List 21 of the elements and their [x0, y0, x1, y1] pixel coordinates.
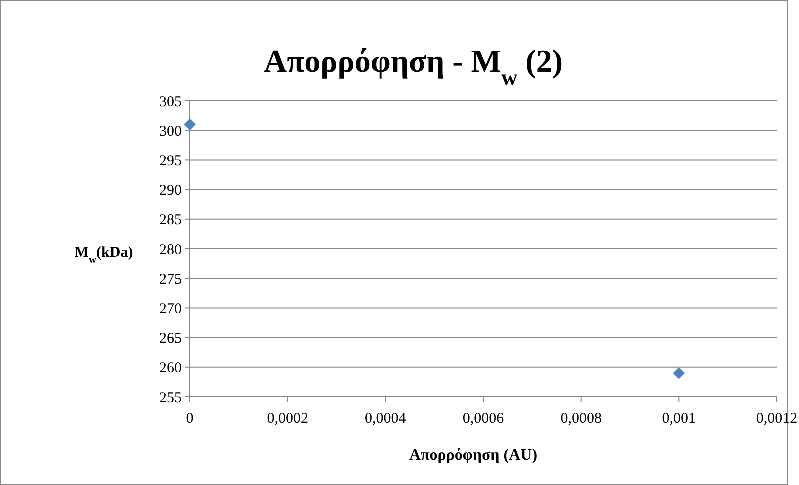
x-axis-title: Απορρόφηση (AU): [409, 447, 538, 464]
x-tick-label: 0,0006: [462, 411, 505, 427]
x-tick-label: 0,001: [662, 411, 696, 427]
y-tick-label: 305: [160, 94, 182, 110]
y-tick-label: 300: [160, 124, 182, 140]
y-axis-title: M$_{w}$(kDa): [74, 245, 134, 266]
x-tick-label: 0,0008: [560, 411, 602, 427]
x-tick-label: 0,0012: [756, 411, 798, 427]
y-tick-label: 255: [160, 390, 182, 406]
chart-title: Απορρόφηση - M$_{w}$ (2): [264, 43, 563, 90]
x-tick-label: 0: [186, 411, 194, 427]
y-tick-label: 270: [160, 301, 182, 318]
y-tick-label: 265: [160, 331, 182, 348]
y-tick-label: 295: [160, 153, 182, 170]
y-tick-label: 285: [160, 212, 182, 229]
y-tick-label: 260: [160, 360, 182, 377]
x-tick-label: 0,0004: [365, 411, 407, 427]
y-tick-label: 280: [160, 242, 182, 258]
y-tick-label: 290: [160, 183, 182, 200]
y-tick-label: 275: [160, 272, 182, 288]
x-tick-label: 0,0002: [267, 411, 308, 427]
